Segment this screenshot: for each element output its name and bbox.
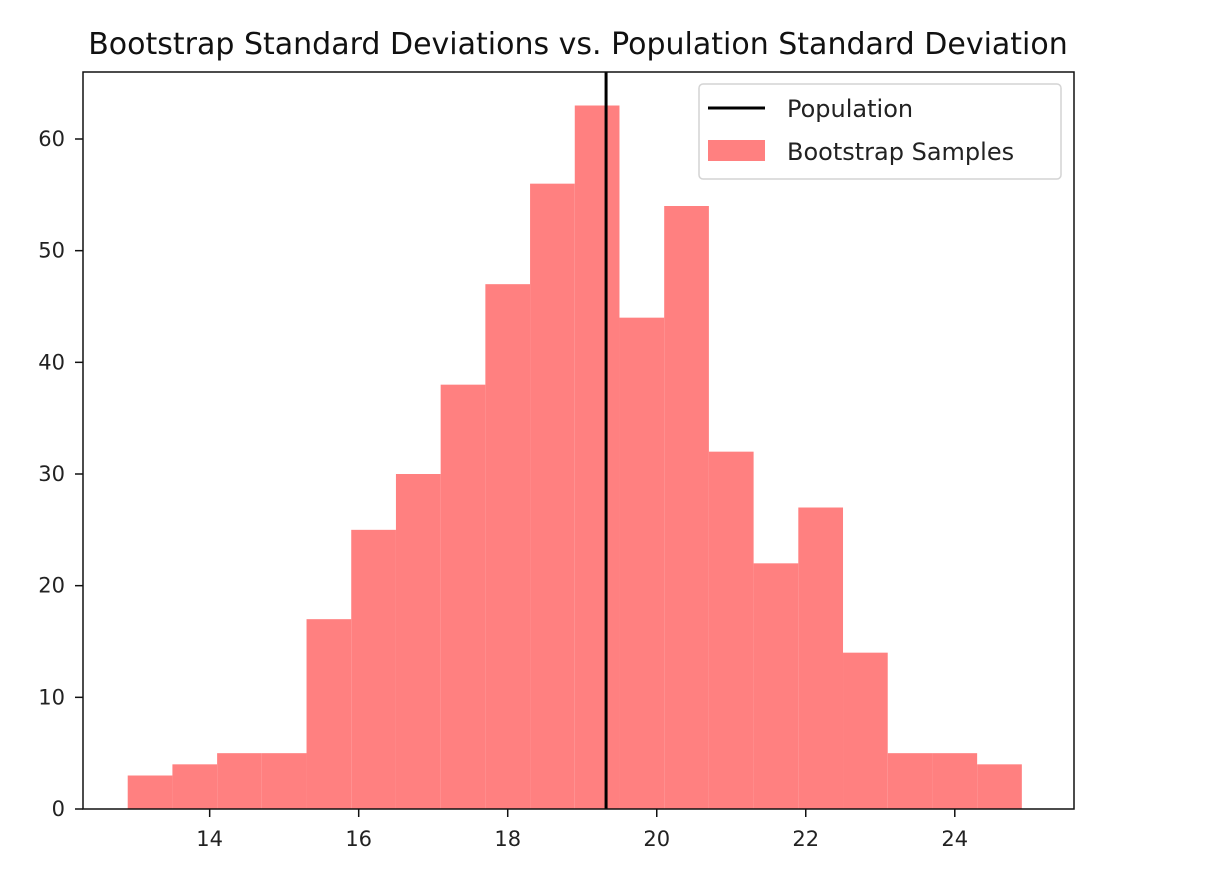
legend-bootstrap-swatch: [708, 140, 765, 161]
x-tick-label: 18: [494, 827, 521, 851]
histogram-bar: [217, 753, 262, 809]
histogram-bar: [753, 563, 799, 809]
legend-box: [698, 83, 1062, 180]
plot-frame: [82, 71, 1075, 810]
histogram-bar: [843, 652, 888, 809]
histogram-bar: [127, 775, 173, 809]
histogram-bar: [485, 284, 531, 810]
x-tick-label: 16: [345, 827, 372, 851]
y-tick-label: 20: [38, 574, 65, 598]
histogram-bar: [887, 753, 933, 809]
axes: [82, 71, 1075, 810]
histogram-bar: [708, 451, 754, 809]
histogram-bar: [574, 105, 620, 809]
y-tick-label: 10: [38, 685, 65, 709]
histogram-bar: [619, 317, 665, 809]
histogram-bar: [261, 753, 307, 809]
histogram-bar: [530, 183, 575, 809]
histogram-bar: [351, 529, 396, 809]
histogram-bar: [172, 764, 218, 809]
histogram-bar: [798, 507, 844, 809]
y-tick-label: 50: [38, 239, 65, 263]
legend: Population Bootstrap Samples: [698, 83, 1062, 180]
x-tick-label: 14: [196, 827, 223, 851]
axis-ticks: 14 16 18 20 22 24 0 10 20 30 40 50 60: [38, 127, 968, 851]
x-tick-label: 22: [792, 827, 819, 851]
x-tick-label: 20: [643, 827, 670, 851]
histogram-bar: [977, 764, 1022, 809]
y-tick-label: 40: [38, 350, 65, 374]
histogram-bar: [395, 474, 441, 809]
y-tick-label: 60: [38, 127, 65, 151]
legend-population-label: Population: [787, 95, 913, 123]
histogram-bars: [127, 105, 1022, 810]
histogram-bar: [664, 206, 709, 809]
y-tick-label: 0: [52, 797, 65, 821]
histogram-bar: [440, 384, 486, 809]
y-tick-label: 30: [38, 462, 65, 486]
x-tick-label: 24: [941, 827, 968, 851]
chart-title: Bootstrap Standard Deviations vs. Popula…: [88, 27, 1068, 62]
histogram-bar: [306, 619, 352, 809]
legend-bootstrap-label: Bootstrap Samples: [787, 138, 1014, 166]
histogram-bar: [932, 753, 978, 809]
